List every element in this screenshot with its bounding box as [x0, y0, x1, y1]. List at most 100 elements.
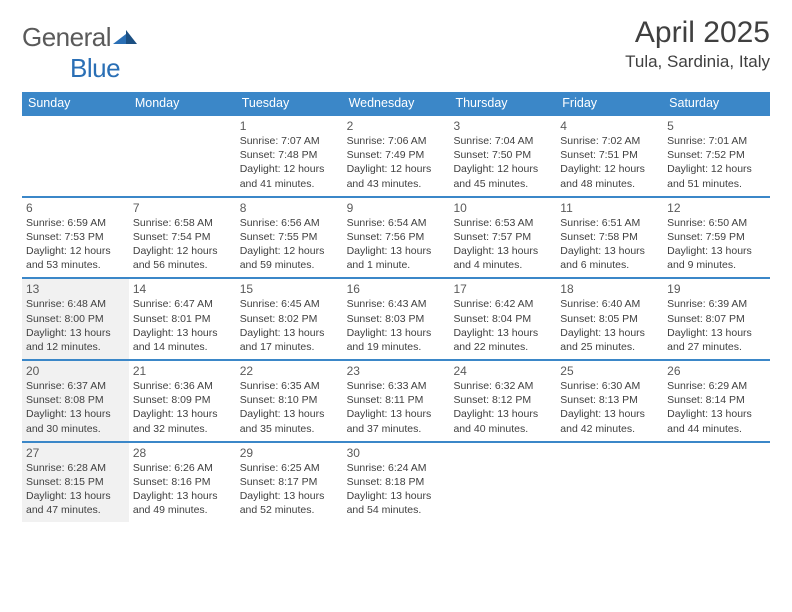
day-cell: 29Sunrise: 6:25 AMSunset: 8:17 PMDayligh… — [236, 443, 343, 523]
day-cell: 18Sunrise: 6:40 AMSunset: 8:05 PMDayligh… — [556, 279, 663, 359]
day-cell: 30Sunrise: 6:24 AMSunset: 8:18 PMDayligh… — [343, 443, 450, 523]
week-row: 1Sunrise: 7:07 AMSunset: 7:48 PMDaylight… — [22, 114, 770, 196]
day-cell: 15Sunrise: 6:45 AMSunset: 8:02 PMDayligh… — [236, 279, 343, 359]
day-info: Sunrise: 6:47 AMSunset: 8:01 PMDaylight:… — [133, 297, 232, 354]
day-info: Sunrise: 7:07 AMSunset: 7:48 PMDaylight:… — [240, 134, 339, 191]
day-number: 3 — [453, 119, 552, 133]
calendar: SundayMondayTuesdayWednesdayThursdayFrid… — [22, 92, 770, 522]
day-number: 6 — [26, 201, 125, 215]
day-number: 12 — [667, 201, 766, 215]
day-number: 16 — [347, 282, 446, 296]
day-info: Sunrise: 6:43 AMSunset: 8:03 PMDaylight:… — [347, 297, 446, 354]
day-info: Sunrise: 6:26 AMSunset: 8:16 PMDaylight:… — [133, 461, 232, 518]
calendar-body: 1Sunrise: 7:07 AMSunset: 7:48 PMDaylight… — [22, 114, 770, 522]
day-number: 30 — [347, 446, 446, 460]
day-number: 21 — [133, 364, 232, 378]
day-info: Sunrise: 6:56 AMSunset: 7:55 PMDaylight:… — [240, 216, 339, 273]
day-number: 26 — [667, 364, 766, 378]
day-info: Sunrise: 6:40 AMSunset: 8:05 PMDaylight:… — [560, 297, 659, 354]
day-cell: 17Sunrise: 6:42 AMSunset: 8:04 PMDayligh… — [449, 279, 556, 359]
day-info: Sunrise: 6:51 AMSunset: 7:58 PMDaylight:… — [560, 216, 659, 273]
day-info: Sunrise: 6:24 AMSunset: 8:18 PMDaylight:… — [347, 461, 446, 518]
day-number: 7 — [133, 201, 232, 215]
day-number: 29 — [240, 446, 339, 460]
day-number: 14 — [133, 282, 232, 296]
day-cell: 7Sunrise: 6:58 AMSunset: 7:54 PMDaylight… — [129, 198, 236, 278]
page: General Blue April 2025 Tula, Sardinia, … — [0, 0, 792, 538]
weekday-header: Saturday — [663, 92, 770, 114]
day-cell: 1Sunrise: 7:07 AMSunset: 7:48 PMDaylight… — [236, 116, 343, 196]
day-cell: 11Sunrise: 6:51 AMSunset: 7:58 PMDayligh… — [556, 198, 663, 278]
day-info: Sunrise: 6:54 AMSunset: 7:56 PMDaylight:… — [347, 216, 446, 273]
day-number: 22 — [240, 364, 339, 378]
day-cell: 27Sunrise: 6:28 AMSunset: 8:15 PMDayligh… — [22, 443, 129, 523]
day-number: 20 — [26, 364, 125, 378]
day-number: 15 — [240, 282, 339, 296]
day-info: Sunrise: 6:29 AMSunset: 8:14 PMDaylight:… — [667, 379, 766, 436]
day-number: 19 — [667, 282, 766, 296]
day-info: Sunrise: 6:35 AMSunset: 8:10 PMDaylight:… — [240, 379, 339, 436]
day-cell: 26Sunrise: 6:29 AMSunset: 8:14 PMDayligh… — [663, 361, 770, 441]
day-info: Sunrise: 6:33 AMSunset: 8:11 PMDaylight:… — [347, 379, 446, 436]
day-cell: 21Sunrise: 6:36 AMSunset: 8:09 PMDayligh… — [129, 361, 236, 441]
weekday-header: Tuesday — [236, 92, 343, 114]
day-number: 24 — [453, 364, 552, 378]
day-info: Sunrise: 6:28 AMSunset: 8:15 PMDaylight:… — [26, 461, 125, 518]
day-cell: 28Sunrise: 6:26 AMSunset: 8:16 PMDayligh… — [129, 443, 236, 523]
day-info: Sunrise: 7:02 AMSunset: 7:51 PMDaylight:… — [560, 134, 659, 191]
day-info: Sunrise: 6:48 AMSunset: 8:00 PMDaylight:… — [26, 297, 125, 354]
weekday-header: Sunday — [22, 92, 129, 114]
day-number: 2 — [347, 119, 446, 133]
week-row: 20Sunrise: 6:37 AMSunset: 8:08 PMDayligh… — [22, 359, 770, 441]
day-number: 5 — [667, 119, 766, 133]
day-cell: 13Sunrise: 6:48 AMSunset: 8:00 PMDayligh… — [22, 279, 129, 359]
weekday-header: Wednesday — [343, 92, 450, 114]
day-number: 28 — [133, 446, 232, 460]
day-info: Sunrise: 6:42 AMSunset: 8:04 PMDaylight:… — [453, 297, 552, 354]
day-number: 27 — [26, 446, 125, 460]
logo-mark-icon — [113, 22, 139, 52]
day-number: 25 — [560, 364, 659, 378]
day-info: Sunrise: 6:37 AMSunset: 8:08 PMDaylight:… — [26, 379, 125, 436]
page-title: April 2025 — [625, 16, 770, 50]
logo-word-2: Blue — [70, 53, 120, 83]
day-number: 9 — [347, 201, 446, 215]
day-cell — [129, 116, 236, 196]
day-cell: 20Sunrise: 6:37 AMSunset: 8:08 PMDayligh… — [22, 361, 129, 441]
day-cell: 25Sunrise: 6:30 AMSunset: 8:13 PMDayligh… — [556, 361, 663, 441]
day-number: 23 — [347, 364, 446, 378]
title-block: April 2025 Tula, Sardinia, Italy — [625, 16, 770, 72]
week-row: 27Sunrise: 6:28 AMSunset: 8:15 PMDayligh… — [22, 441, 770, 523]
day-number: 1 — [240, 119, 339, 133]
day-info: Sunrise: 6:45 AMSunset: 8:02 PMDaylight:… — [240, 297, 339, 354]
day-cell: 6Sunrise: 6:59 AMSunset: 7:53 PMDaylight… — [22, 198, 129, 278]
weekday-header: Monday — [129, 92, 236, 114]
weekday-header-row: SundayMondayTuesdayWednesdayThursdayFrid… — [22, 92, 770, 114]
day-cell: 4Sunrise: 7:02 AMSunset: 7:51 PMDaylight… — [556, 116, 663, 196]
day-cell — [22, 116, 129, 196]
day-info: Sunrise: 6:58 AMSunset: 7:54 PMDaylight:… — [133, 216, 232, 273]
day-cell: 3Sunrise: 7:04 AMSunset: 7:50 PMDaylight… — [449, 116, 556, 196]
day-cell: 12Sunrise: 6:50 AMSunset: 7:59 PMDayligh… — [663, 198, 770, 278]
day-info: Sunrise: 6:50 AMSunset: 7:59 PMDaylight:… — [667, 216, 766, 273]
day-number: 13 — [26, 282, 125, 296]
day-info: Sunrise: 6:59 AMSunset: 7:53 PMDaylight:… — [26, 216, 125, 273]
day-cell: 14Sunrise: 6:47 AMSunset: 8:01 PMDayligh… — [129, 279, 236, 359]
day-cell — [663, 443, 770, 523]
day-info: Sunrise: 6:39 AMSunset: 8:07 PMDaylight:… — [667, 297, 766, 354]
logo-word-1: General — [22, 22, 111, 52]
day-cell: 23Sunrise: 6:33 AMSunset: 8:11 PMDayligh… — [343, 361, 450, 441]
day-cell: 19Sunrise: 6:39 AMSunset: 8:07 PMDayligh… — [663, 279, 770, 359]
weekday-header: Thursday — [449, 92, 556, 114]
week-row: 13Sunrise: 6:48 AMSunset: 8:00 PMDayligh… — [22, 277, 770, 359]
day-number: 4 — [560, 119, 659, 133]
weekday-header: Friday — [556, 92, 663, 114]
day-cell: 8Sunrise: 6:56 AMSunset: 7:55 PMDaylight… — [236, 198, 343, 278]
day-cell: 10Sunrise: 6:53 AMSunset: 7:57 PMDayligh… — [449, 198, 556, 278]
day-number: 11 — [560, 201, 659, 215]
day-cell: 9Sunrise: 6:54 AMSunset: 7:56 PMDaylight… — [343, 198, 450, 278]
day-cell: 24Sunrise: 6:32 AMSunset: 8:12 PMDayligh… — [449, 361, 556, 441]
logo: General Blue — [22, 22, 139, 84]
logo-text: General Blue — [22, 22, 139, 84]
day-info: Sunrise: 7:01 AMSunset: 7:52 PMDaylight:… — [667, 134, 766, 191]
